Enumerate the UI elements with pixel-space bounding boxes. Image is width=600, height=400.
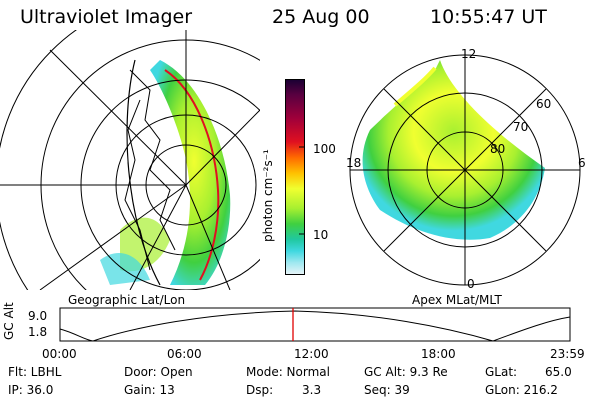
mlt-label-12: 12 bbox=[461, 47, 477, 61]
mlt-label-18: 18 bbox=[346, 156, 362, 170]
door-status: Door: Open bbox=[124, 365, 193, 379]
gc-altitude: GC Alt: 9.3 Re bbox=[364, 365, 448, 379]
mlat-label-70: 70 bbox=[513, 120, 529, 134]
time-tick-1800: 18:00 bbox=[421, 347, 456, 361]
filter-value: Flt: LBHL bbox=[8, 365, 62, 379]
altitude-plot bbox=[59, 307, 571, 342]
aurora-oval-right bbox=[362, 60, 545, 240]
time-tick-2359: 23:59 bbox=[550, 347, 585, 361]
mode-value: Mode: Normal bbox=[246, 365, 330, 379]
sequence-number: Seq: 39 bbox=[364, 383, 410, 397]
alt-axis-label: GC Alt bbox=[2, 302, 16, 340]
instrument-title: Ultraviolet Imager bbox=[20, 6, 193, 28]
colorbar bbox=[285, 79, 305, 275]
time-tick-0600: 06:00 bbox=[167, 347, 202, 361]
mlat-label-60: 60 bbox=[536, 97, 552, 111]
right-panel-label: Apex MLat/MLT bbox=[412, 293, 502, 307]
time-tick-0000: 00:00 bbox=[42, 347, 77, 361]
mlt-label-6: 6 bbox=[578, 156, 586, 170]
polar-plot bbox=[349, 54, 581, 286]
glat-label: GLat: bbox=[485, 365, 518, 379]
glon-value: GLon: 216.2 bbox=[485, 383, 558, 397]
glat-value: 65.0 bbox=[545, 365, 572, 379]
colorbar-tick-100: 100 bbox=[313, 142, 336, 156]
time-label: 10:55:47 UT bbox=[430, 6, 547, 28]
geographic-map bbox=[0, 30, 260, 290]
ip-value: IP: 36.0 bbox=[8, 383, 54, 397]
gain-value: Gain: 13 bbox=[124, 383, 175, 397]
time-tick-1200: 12:00 bbox=[294, 347, 329, 361]
altitude-curve bbox=[59, 310, 571, 342]
mlat-label-80: 80 bbox=[490, 142, 506, 156]
alt-tick-1.8: 1.8 bbox=[28, 325, 48, 339]
colorbar-label: photon cm⁻²s⁻¹ bbox=[261, 149, 275, 242]
dsp-value: 3.3 bbox=[302, 383, 322, 397]
aurora-oval-left bbox=[150, 60, 231, 285]
colorbar-tick-10: 10 bbox=[313, 228, 329, 242]
mlt-label-0: 0 bbox=[467, 277, 475, 291]
dsp-label: Dsp: bbox=[246, 383, 274, 397]
left-panel-label: Geographic Lat/Lon bbox=[68, 293, 186, 307]
date-label: 25 Aug 00 bbox=[272, 6, 370, 28]
alt-tick-9: 9.0 bbox=[28, 309, 48, 323]
